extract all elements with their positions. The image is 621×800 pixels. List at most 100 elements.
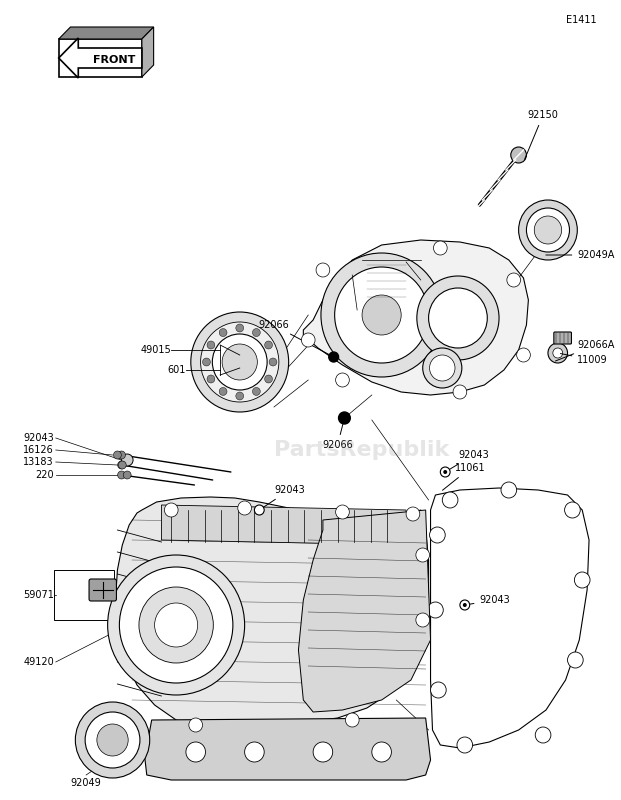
Text: 601: 601: [168, 365, 186, 375]
Text: 92066: 92066: [322, 421, 353, 450]
Circle shape: [253, 329, 260, 337]
Circle shape: [269, 358, 277, 366]
Polygon shape: [59, 27, 153, 39]
Circle shape: [236, 324, 243, 332]
Circle shape: [255, 505, 264, 515]
Circle shape: [430, 527, 445, 543]
Circle shape: [265, 341, 273, 349]
Circle shape: [428, 602, 443, 618]
Circle shape: [321, 253, 442, 377]
Text: 92049: 92049: [71, 778, 101, 788]
Circle shape: [119, 567, 233, 683]
Circle shape: [155, 603, 197, 647]
Circle shape: [201, 322, 279, 402]
Circle shape: [345, 713, 359, 727]
Circle shape: [416, 613, 430, 627]
Circle shape: [107, 555, 245, 695]
FancyBboxPatch shape: [59, 39, 142, 77]
Text: 92043: 92043: [448, 450, 489, 470]
Circle shape: [301, 333, 315, 347]
Circle shape: [430, 682, 446, 698]
Text: 16126: 16126: [23, 445, 54, 455]
Circle shape: [527, 208, 569, 252]
Circle shape: [463, 603, 467, 607]
Circle shape: [97, 724, 128, 756]
Circle shape: [117, 471, 125, 479]
Polygon shape: [303, 240, 528, 395]
Circle shape: [457, 737, 473, 753]
Text: 92043: 92043: [261, 485, 305, 509]
Circle shape: [245, 742, 264, 762]
Polygon shape: [161, 505, 406, 545]
Text: 13183: 13183: [23, 457, 54, 467]
Polygon shape: [142, 27, 153, 77]
Circle shape: [430, 355, 455, 381]
Circle shape: [548, 343, 568, 363]
Circle shape: [124, 471, 131, 479]
Circle shape: [417, 276, 499, 360]
Circle shape: [139, 587, 214, 663]
Circle shape: [189, 718, 202, 732]
Circle shape: [313, 742, 333, 762]
Text: 92043: 92043: [468, 595, 510, 605]
Text: PartsRepublik: PartsRepublik: [274, 440, 450, 460]
Circle shape: [335, 505, 350, 519]
FancyBboxPatch shape: [554, 332, 571, 344]
Circle shape: [222, 344, 257, 380]
Circle shape: [219, 329, 227, 337]
Circle shape: [453, 385, 467, 399]
Circle shape: [186, 742, 206, 762]
Text: 92043: 92043: [23, 433, 54, 443]
Circle shape: [534, 216, 561, 244]
Circle shape: [443, 470, 447, 474]
Polygon shape: [59, 38, 142, 78]
Text: 11009: 11009: [561, 354, 608, 365]
Circle shape: [568, 652, 583, 668]
Text: 220: 220: [35, 470, 54, 480]
Circle shape: [165, 503, 178, 517]
Circle shape: [75, 702, 150, 778]
Circle shape: [428, 288, 487, 348]
Circle shape: [236, 392, 243, 400]
Circle shape: [335, 267, 428, 363]
Text: 92150: 92150: [525, 110, 558, 159]
Circle shape: [253, 387, 260, 395]
Circle shape: [265, 375, 273, 383]
Polygon shape: [299, 510, 430, 712]
Circle shape: [316, 263, 330, 277]
Polygon shape: [430, 488, 589, 748]
Circle shape: [335, 373, 350, 387]
Text: 92049A: 92049A: [546, 250, 615, 260]
Circle shape: [416, 548, 430, 562]
Circle shape: [423, 348, 462, 388]
Text: 59071: 59071: [23, 590, 54, 600]
Circle shape: [117, 461, 125, 469]
Circle shape: [219, 387, 227, 395]
Circle shape: [406, 507, 420, 521]
Circle shape: [460, 600, 469, 610]
Circle shape: [372, 742, 391, 762]
Text: 49120: 49120: [23, 657, 54, 667]
Circle shape: [574, 572, 590, 588]
Circle shape: [507, 273, 520, 287]
Polygon shape: [145, 718, 430, 780]
Circle shape: [501, 482, 517, 498]
Circle shape: [511, 147, 527, 163]
Circle shape: [191, 312, 289, 412]
Circle shape: [517, 348, 530, 362]
Circle shape: [121, 454, 133, 466]
Text: 11061: 11061: [443, 463, 486, 490]
Text: 92066A: 92066A: [555, 340, 615, 361]
Polygon shape: [116, 497, 428, 730]
Circle shape: [433, 241, 447, 255]
Text: 92066: 92066: [258, 320, 331, 356]
Circle shape: [207, 375, 215, 383]
Circle shape: [114, 451, 121, 459]
Circle shape: [440, 467, 450, 477]
Circle shape: [362, 295, 401, 335]
Circle shape: [338, 412, 350, 424]
Circle shape: [207, 341, 215, 349]
Circle shape: [117, 451, 125, 459]
Circle shape: [85, 712, 140, 768]
Circle shape: [519, 200, 578, 260]
